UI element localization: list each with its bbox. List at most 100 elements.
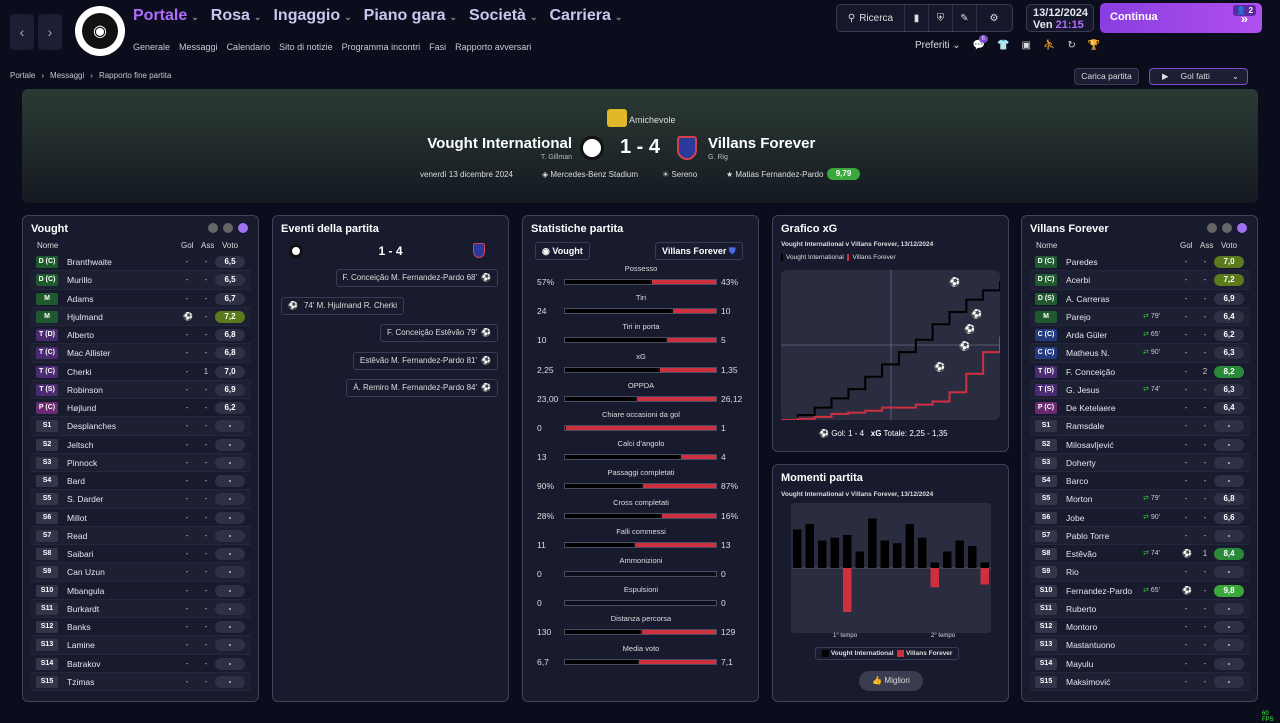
motm-name[interactable]: Matias Fernandez-Pardo (735, 170, 824, 179)
refresh-button[interactable]: ↻ (1067, 40, 1075, 51)
player-name[interactable]: Banks (67, 622, 91, 632)
player-row[interactable]: S15 Maksimović - - - (1030, 672, 1250, 691)
goal-marker[interactable]: ⚽ (948, 276, 960, 287)
player-name[interactable]: Murillo (67, 275, 93, 286)
load-match-button[interactable]: Carica partita (1074, 68, 1139, 85)
player-name[interactable]: Bard (67, 476, 85, 486)
player-row[interactable]: S12 Montoro - - - (1030, 618, 1250, 637)
view-dots[interactable] (1207, 223, 1247, 233)
player-row[interactable]: S2 Milosavljević - - - (1030, 436, 1250, 454)
nav-1[interactable]: Rosa ⌄ (210, 7, 262, 24)
player-name[interactable]: Doherty (1066, 457, 1096, 468)
player-row[interactable]: P (C) De Ketelaere - -6,4 (1030, 399, 1250, 418)
player-name[interactable]: Maksimović (1066, 676, 1111, 687)
player-name[interactable]: G. Jesus (1066, 384, 1100, 395)
goal-marker[interactable]: ⚽ (958, 340, 970, 351)
player-name[interactable]: S. Darder (67, 494, 104, 505)
player-name[interactable]: Alberto (67, 330, 94, 340)
player-row[interactable]: S1 Ramsdale - - - (1030, 417, 1250, 436)
player-name[interactable]: Jeltsch (67, 439, 94, 450)
player-name[interactable]: De Ketelaere (1066, 403, 1116, 413)
player-name[interactable]: Mbangula (67, 585, 105, 596)
event-row[interactable]: Estêvão M. Fernandez-Pardo 81' ⚽ (352, 351, 498, 370)
subnav-item[interactable]: Programma incontri (341, 42, 421, 52)
breadcrumb-portale[interactable]: Portale (10, 71, 36, 80)
player-row[interactable]: D (C) Paredes - -7,0 (1030, 253, 1250, 272)
player-row[interactable]: S5 Morton ⇄ 79' - -6,8 (1030, 490, 1250, 509)
player-name[interactable]: Burkardt (67, 603, 100, 614)
player-row[interactable]: S1 Desplanches - - - (31, 417, 251, 436)
nav-5[interactable]: Carriera ⌄ (549, 7, 623, 24)
continue-button[interactable]: Continua 👤 2 » (1100, 3, 1262, 33)
subnav-item[interactable]: Messaggi (179, 42, 218, 52)
player-name[interactable]: Saibari (67, 549, 94, 559)
player-name[interactable]: Barco (1066, 476, 1089, 486)
trophy-button[interactable]: 🏆 (1088, 40, 1100, 51)
player-row[interactable]: S3 Doherty - - - (1030, 453, 1250, 472)
player-row[interactable]: M Parejo ⇄ 79' - -6,4 (1030, 307, 1250, 326)
back-button[interactable]: ‹ (10, 14, 34, 50)
player-row[interactable]: D (C) Murillo - -6,5 (31, 271, 251, 290)
player-row[interactable]: S12 Banks - - - (31, 618, 251, 637)
player-row[interactable]: S2 Jeltsch - - - (31, 436, 251, 454)
player-name[interactable]: Millot (67, 512, 87, 523)
player-name[interactable]: Pablo Torre (1066, 530, 1110, 541)
subnav-item[interactable]: Generale (133, 42, 171, 52)
player-name[interactable]: Fernandez-Pardo (1066, 585, 1133, 596)
breadcrumb-messaggi[interactable]: Messaggi (50, 71, 85, 80)
player-row[interactable]: T (D) F. Conceição - 2 8,2 (1030, 363, 1250, 381)
player-name[interactable]: Robinson (67, 384, 103, 395)
player-row[interactable]: S3 Pinnock - - - (31, 453, 251, 472)
best-moments-button[interactable]: 👍 Migliori (859, 671, 923, 691)
player-row[interactable]: S9 Can Uzun - - - (31, 563, 251, 582)
player-name[interactable]: Cherki (67, 366, 92, 377)
event-row[interactable]: F. Conceição M. Fernandez-Pardo 68' ⚽ (335, 269, 498, 287)
player-name[interactable]: Estêvão (1066, 549, 1097, 559)
player-name[interactable]: Montoro (1066, 622, 1098, 632)
preferiti-dropdown[interactable]: Preferiti ⌄ (915, 40, 961, 51)
player-name[interactable]: A. Carreras (1066, 293, 1110, 304)
bookmark-button[interactable]: ▮ (905, 5, 929, 31)
player-name[interactable]: Batrakov (67, 658, 101, 669)
player-row[interactable]: D (C) Acerbi - -7,2 (1030, 271, 1250, 290)
player-row[interactable]: D (S) A. Carreras - -6,9 (1030, 290, 1250, 308)
player-row[interactable]: T (S) G. Jesus ⇄ 74' - -6,3 (1030, 380, 1250, 399)
player-row[interactable]: S7 Read - - - (31, 526, 251, 545)
training-button[interactable]: ⛹ (1043, 40, 1055, 51)
nav-4[interactable]: Società ⌄ (469, 7, 538, 24)
player-name[interactable]: Hjulmand (67, 311, 103, 322)
player-name[interactable]: Mayulu (1066, 658, 1094, 669)
player-name[interactable]: Mac Allister (67, 348, 111, 359)
home-team-name[interactable]: Vought International (427, 135, 572, 152)
player-row[interactable]: S11 Ruberto - - - (1030, 599, 1250, 618)
player-name[interactable]: Lamine (67, 640, 95, 651)
player-name[interactable]: Read (67, 530, 88, 541)
player-name[interactable]: Acerbi (1066, 275, 1091, 286)
shirt-button[interactable]: 👕 (997, 40, 1009, 51)
player-row[interactable]: S4 Barco - - - (1030, 472, 1250, 491)
subnav-item[interactable]: Rapporto avversari (455, 42, 532, 52)
player-row[interactable]: S6 Millot - - - (31, 509, 251, 527)
player-name[interactable]: Desplanches (67, 421, 117, 432)
player-row[interactable]: S8 Estêvão ⇄ 74' ⚽ 1 8,4 (1030, 545, 1250, 564)
edit-button[interactable]: ✎ (953, 5, 977, 31)
goal-marker[interactable]: ⚽ (970, 308, 982, 319)
player-row[interactable]: T (S) Robinson - -6,9 (31, 380, 251, 399)
player-row[interactable]: P (C) Højlund - -6,2 (31, 399, 251, 418)
forward-button[interactable]: › (38, 14, 62, 50)
player-row[interactable]: S5 S. Darder - - - (31, 490, 251, 509)
settings-button[interactable]: ⚙ (977, 5, 1011, 31)
goal-marker[interactable]: ⚽ (963, 323, 975, 334)
player-name[interactable]: Milosavljević (1066, 439, 1114, 450)
player-name[interactable]: Morton (1066, 494, 1093, 505)
view-dots[interactable] (208, 223, 248, 233)
player-row[interactable]: S6 Jobe ⇄ 90' - -6,6 (1030, 509, 1250, 527)
player-name[interactable]: Højlund (67, 403, 97, 413)
player-row[interactable]: S10 Fernandez-Pardo ⇄ 65' ⚽ -9,8 (1030, 582, 1250, 600)
player-row[interactable]: S13 Lamine - - - (31, 636, 251, 655)
player-name[interactable]: Can Uzun (67, 567, 105, 578)
player-row[interactable]: C (C) Arda Güler ⇄ 65' - -6,2 (1030, 326, 1250, 345)
player-row[interactable]: T (C) Cherki - 1 7,0 (31, 363, 251, 381)
player-row[interactable]: T (C) Mac Allister - -6,8 (31, 344, 251, 363)
subnav-item[interactable]: Sito di notizie (279, 42, 333, 52)
